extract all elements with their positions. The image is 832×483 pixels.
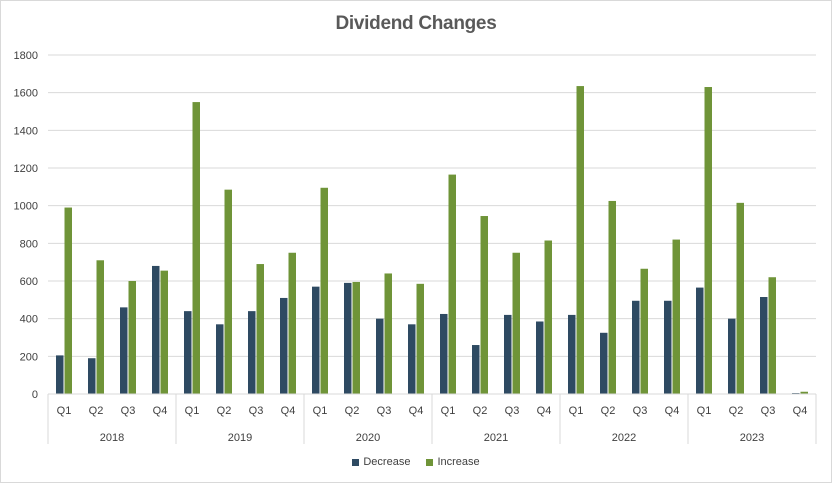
bar-decrease	[184, 311, 192, 394]
y-tick-label: 1600	[14, 88, 38, 100]
x-tick-label: Q2	[89, 405, 104, 417]
x-group-label: 2022	[612, 432, 636, 444]
x-group-label: 2019	[228, 432, 252, 444]
bar-decrease	[376, 318, 384, 394]
bar-increase	[544, 240, 552, 394]
bar-decrease	[88, 358, 96, 394]
x-tick-label: Q1	[185, 405, 200, 417]
bar-increase	[224, 189, 232, 394]
y-tick-label: 200	[20, 351, 38, 363]
x-tick-label: Q1	[57, 405, 72, 417]
x-tick-label: Q1	[697, 405, 712, 417]
legend-label-increase: Increase	[437, 456, 480, 468]
x-tick-label: Q3	[121, 405, 136, 417]
x-tick-label: Q2	[601, 405, 616, 417]
bar-decrease	[152, 265, 160, 394]
bar-decrease	[344, 282, 352, 394]
x-tick-label: Q1	[569, 405, 584, 417]
bar-increase	[448, 174, 456, 394]
bar-decrease	[248, 311, 256, 394]
x-group-label: 2023	[740, 432, 764, 444]
y-tick-label: 1400	[14, 125, 38, 137]
legend: Decrease Increase	[0, 456, 832, 468]
bar-increase	[672, 239, 680, 394]
x-tick-label: Q3	[377, 405, 392, 417]
bar-decrease	[408, 324, 416, 394]
bar-increase	[640, 268, 648, 394]
bar-decrease	[504, 314, 512, 394]
bar-increase	[480, 216, 488, 394]
bar-increase	[416, 283, 424, 394]
y-tick-label: 600	[20, 276, 38, 288]
bar-decrease	[760, 297, 768, 394]
x-tick-label: Q4	[793, 405, 808, 417]
bar-increase	[96, 260, 104, 394]
legend-label-decrease: Decrease	[363, 456, 411, 468]
bar-increase	[384, 273, 392, 394]
x-tick-label: Q2	[217, 405, 232, 417]
bar-decrease	[440, 313, 448, 394]
bar-decrease	[696, 287, 704, 394]
bar-increase	[512, 252, 520, 394]
y-tick-label: 1000	[14, 201, 38, 213]
chart-title: Dividend Changes	[335, 13, 497, 34]
bar-decrease	[280, 297, 288, 394]
y-tick-label: 800	[20, 238, 38, 250]
x-tick-label: Q3	[633, 405, 648, 417]
bar-increase	[768, 277, 776, 394]
bar-decrease	[600, 332, 608, 394]
bar-increase	[576, 86, 584, 394]
x-tick-label: Q4	[409, 405, 424, 417]
legend-swatch-decrease	[352, 458, 360, 466]
bar-increase	[160, 270, 168, 394]
bar-decrease	[536, 321, 544, 394]
bar-decrease	[472, 345, 480, 394]
legend-item-increase: Increase	[426, 456, 480, 468]
x-group-label: 2020	[356, 432, 380, 444]
x-tick-label: Q4	[153, 405, 168, 417]
x-tick-label: Q3	[249, 405, 264, 417]
bar-decrease	[568, 314, 576, 394]
bar-increase	[704, 87, 712, 395]
legend-swatch-increase	[426, 458, 434, 466]
bar-increase	[608, 200, 616, 394]
x-tick-label: Q3	[761, 405, 776, 417]
bar-increase	[800, 391, 808, 394]
x-tick-label: Q1	[441, 405, 456, 417]
bar-increase	[192, 102, 200, 394]
bar-decrease	[56, 355, 64, 394]
x-group-label: 2021	[484, 432, 508, 444]
bar-increase	[256, 264, 264, 394]
bar-increase	[128, 281, 136, 394]
x-tick-label: Q4	[537, 405, 552, 417]
x-tick-label: Q2	[729, 405, 744, 417]
bar-increase	[64, 207, 72, 394]
x-tick-label: Q2	[473, 405, 488, 417]
bar-decrease	[120, 307, 128, 394]
bar-decrease	[312, 286, 320, 394]
x-tick-label: Q2	[345, 405, 360, 417]
bar-increase	[320, 187, 328, 394]
bar-decrease	[664, 300, 672, 394]
y-tick-label: 1200	[14, 163, 38, 175]
legend-item-decrease: Decrease	[352, 456, 410, 468]
y-tick-label: 400	[20, 314, 38, 326]
y-tick-label: 0	[32, 389, 38, 401]
bar-increase	[736, 202, 744, 394]
bar-decrease	[728, 318, 736, 394]
bar-increase	[288, 252, 296, 394]
x-group-label: 2018	[100, 432, 124, 444]
x-tick-label: Q4	[281, 405, 296, 417]
bar-increase	[352, 281, 360, 394]
bar-decrease	[216, 324, 224, 394]
x-tick-label: Q4	[665, 405, 680, 417]
y-tick-label: 1800	[14, 50, 38, 62]
x-tick-label: Q1	[313, 405, 328, 417]
x-tick-label: Q3	[505, 405, 520, 417]
bar-decrease	[632, 300, 640, 394]
